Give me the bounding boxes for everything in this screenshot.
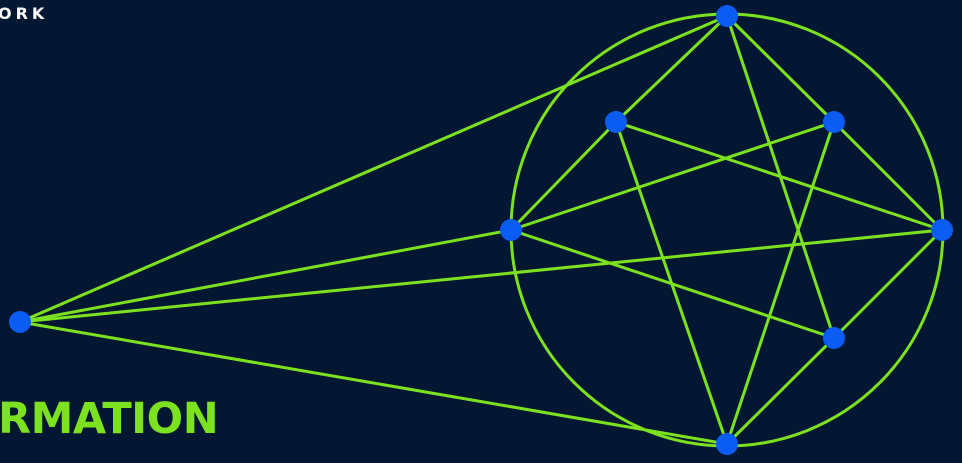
nodes (9, 5, 953, 455)
node (716, 433, 738, 455)
edge (614, 120, 944, 232)
edge (509, 120, 618, 232)
header-text-fragment: ORK (0, 4, 49, 23)
edge (832, 228, 944, 340)
edge (18, 228, 944, 324)
node (605, 111, 627, 133)
node (9, 311, 31, 333)
edges (18, 14, 944, 446)
edge (509, 228, 836, 340)
edge (725, 14, 836, 124)
node (931, 219, 953, 241)
node (823, 327, 845, 349)
edge (18, 14, 729, 324)
edge (18, 228, 513, 324)
edge (725, 336, 836, 446)
node (823, 111, 845, 133)
node (716, 5, 738, 27)
edge (725, 120, 836, 446)
edge (832, 120, 944, 232)
edge (614, 14, 729, 124)
node (500, 219, 522, 241)
edge (18, 320, 729, 446)
title-text-fragment: RMATION (0, 394, 219, 444)
edge (509, 120, 836, 232)
outer-ring (509, 12, 945, 448)
